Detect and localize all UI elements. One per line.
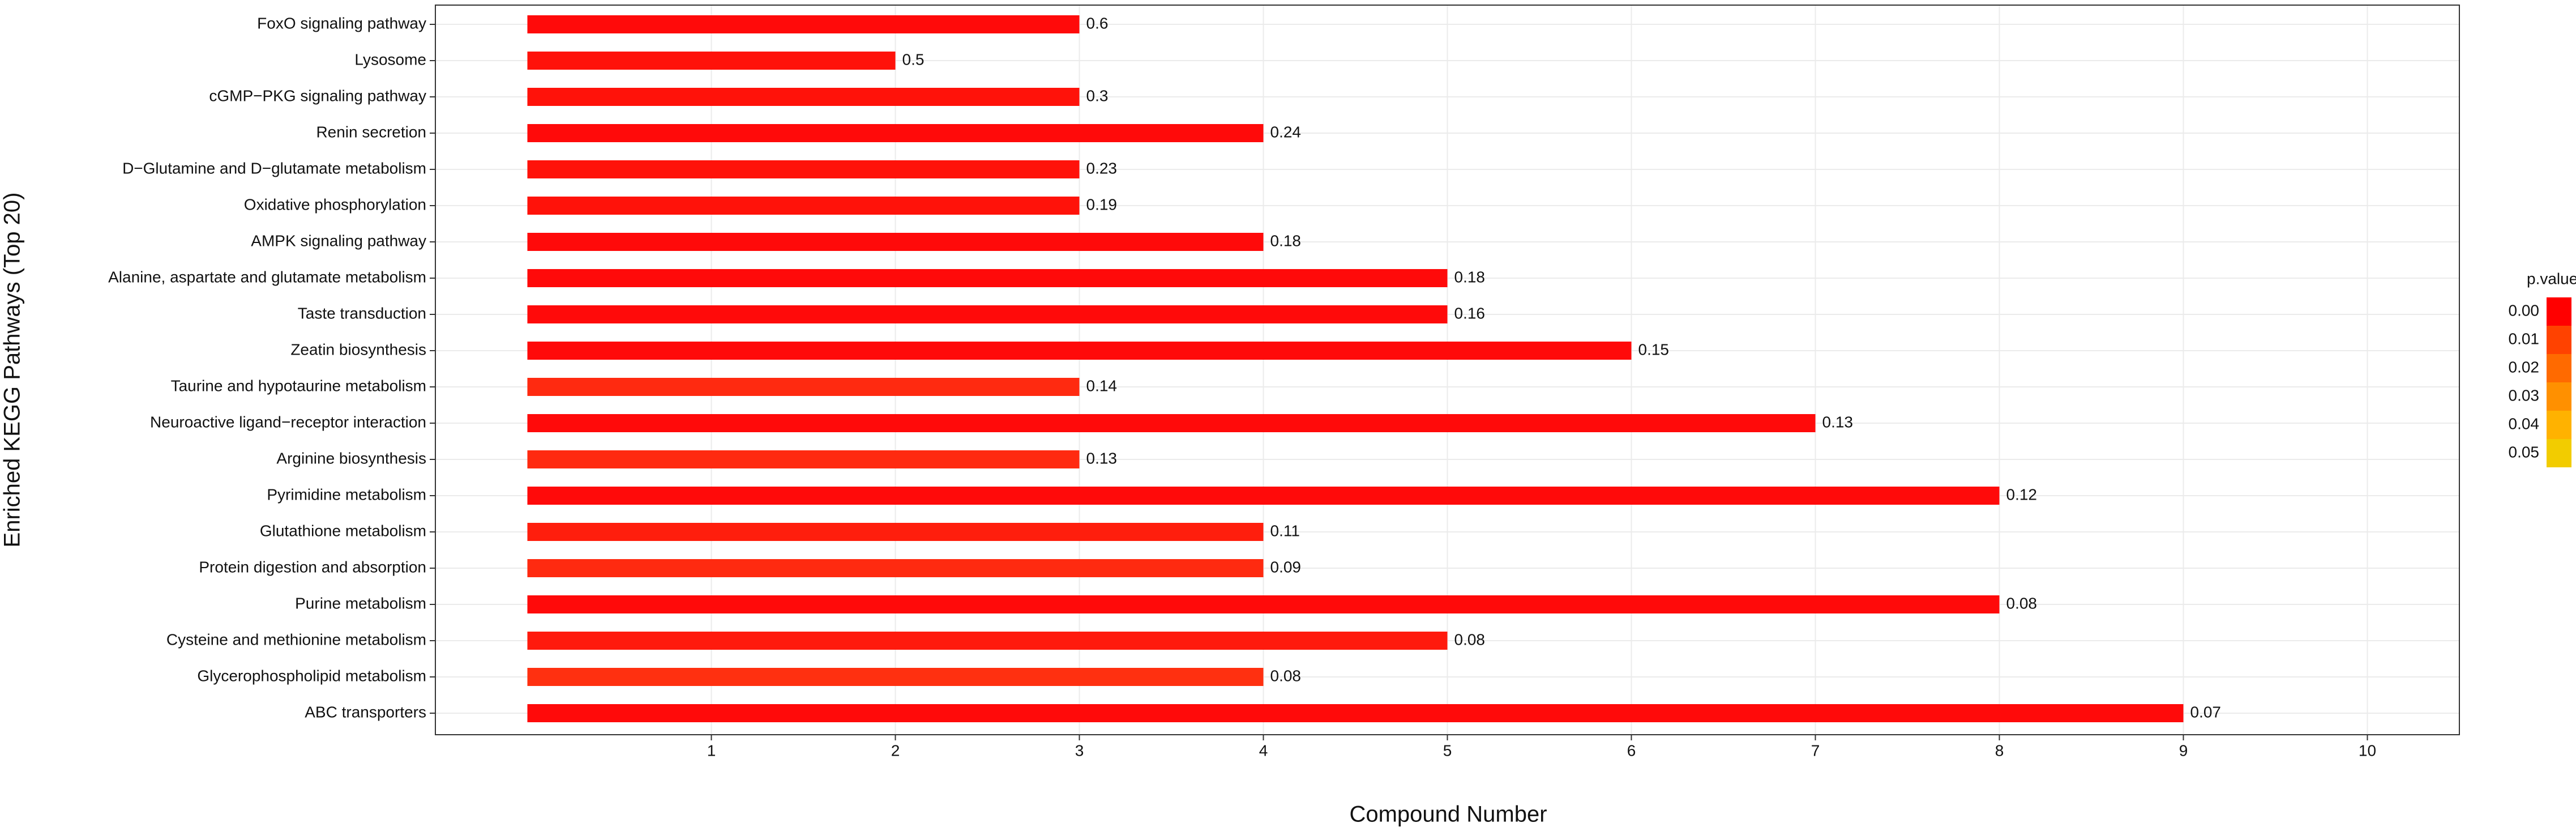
x-tick-label: 1 xyxy=(707,741,716,759)
bar-label: 0.07 xyxy=(2190,703,2222,721)
legend-label: 0.01 xyxy=(2509,330,2540,347)
bar xyxy=(527,559,1264,577)
x-tick-label: 5 xyxy=(1443,741,1452,759)
x-tick-label: 2 xyxy=(891,741,900,759)
bar xyxy=(527,414,1816,432)
bar-label: 0.18 xyxy=(1270,232,1302,249)
bar xyxy=(527,487,2000,505)
bar-label: 0.15 xyxy=(1638,340,1670,358)
bar-label: 0.13 xyxy=(1086,449,1118,467)
bar-label: 0.14 xyxy=(1086,377,1118,394)
y-tick-label: D−Glutamine and D−glutamate metabolism xyxy=(122,159,426,177)
x-tick-label: 7 xyxy=(1811,741,1820,759)
bar-label: 0.09 xyxy=(1270,558,1302,576)
y-tick-label: Purine metabolism xyxy=(295,594,426,612)
bar-label: 0.3 xyxy=(1086,87,1109,104)
y-tick-label: Glycerophospholipid metabolism xyxy=(197,667,426,684)
legend-label: 0.03 xyxy=(2509,386,2540,404)
bar xyxy=(527,88,1080,106)
legend-title: p.value xyxy=(2527,270,2576,287)
y-tick-label: Taste transduction xyxy=(298,304,426,322)
bar-label: 0.18 xyxy=(1454,268,1486,285)
x-tick-label: 4 xyxy=(1259,741,1268,759)
y-tick-label: Alanine, aspartate and glutamate metabol… xyxy=(108,268,426,285)
bar xyxy=(527,124,1264,142)
x-axis-title: Compound Number xyxy=(1349,802,1547,827)
x-tick-label: 3 xyxy=(1075,741,1084,759)
bar xyxy=(527,305,1448,323)
y-tick-label: Oxidative phosphorylation xyxy=(244,195,426,213)
bar xyxy=(527,233,1264,251)
plot-frame xyxy=(435,5,2460,735)
y-tick-label: Pyrimidine metabolism xyxy=(267,485,426,503)
bar xyxy=(527,632,1448,650)
bar xyxy=(527,704,2184,722)
bar-label: 0.6 xyxy=(1086,14,1109,32)
legend-label: 0.04 xyxy=(2509,415,2540,432)
bar-label: 0.13 xyxy=(1822,413,1854,431)
x-tick-label: 9 xyxy=(2179,741,2188,759)
y-tick-label: Arginine biosynthesis xyxy=(276,449,426,467)
bar-label: 0.23 xyxy=(1086,159,1118,177)
legend-swatch xyxy=(2547,326,2571,354)
bar-label: 0.08 xyxy=(1454,630,1486,648)
legend-swatch xyxy=(2547,354,2571,382)
legend-swatch xyxy=(2547,411,2571,439)
y-tick-label: Zeatin biosynthesis xyxy=(290,340,426,358)
legend-swatch xyxy=(2547,439,2571,467)
bar-label: 0.12 xyxy=(2006,485,2038,503)
bar-label: 0.11 xyxy=(1270,522,1300,539)
bar-label: 0.24 xyxy=(1270,123,1302,140)
legend-label: 0.00 xyxy=(2509,301,2540,319)
bar-label: 0.08 xyxy=(1270,667,1302,684)
bar-label: 0.16 xyxy=(1454,304,1486,322)
legend-swatch xyxy=(2547,297,2571,326)
x-tick-label: 6 xyxy=(1627,741,1636,759)
bar xyxy=(527,269,1448,287)
y-tick-label: Cysteine and methionine metabolism xyxy=(166,630,426,648)
legend-label: 0.05 xyxy=(2509,443,2540,461)
legend-swatch xyxy=(2547,382,2571,411)
bar xyxy=(527,668,1264,686)
bar xyxy=(527,52,896,70)
y-tick-label: Protein digestion and absorption xyxy=(199,558,426,576)
bar xyxy=(527,595,2000,613)
y-tick-label: Lysosome xyxy=(354,50,426,68)
legend-label: 0.02 xyxy=(2509,358,2540,376)
x-tick-label: 8 xyxy=(1995,741,2004,759)
y-tick-label: cGMP−PKG signaling pathway xyxy=(209,87,426,104)
y-tick-label: Taurine and hypotaurine metabolism xyxy=(171,377,426,394)
bar-label: 0.19 xyxy=(1086,195,1118,213)
bar xyxy=(527,160,1080,178)
bar-label: 0.5 xyxy=(902,50,925,68)
y-tick-label: Neuroactive ligand−receptor interaction xyxy=(150,413,426,431)
y-axis-title: Enriched KEGG Pathways (Top 20) xyxy=(0,193,25,548)
y-tick-label: ABC transporters xyxy=(305,703,426,721)
y-tick-label: Glutathione metabolism xyxy=(260,522,426,539)
bar xyxy=(527,342,1632,360)
y-tick-label: FoxO signaling pathway xyxy=(257,14,426,32)
y-tick-label: AMPK signaling pathway xyxy=(251,232,426,249)
y-tick-label: Renin secretion xyxy=(316,123,426,140)
bar-label: 0.08 xyxy=(2006,594,2038,612)
bar xyxy=(527,523,1264,541)
bar xyxy=(527,15,1080,33)
bar xyxy=(527,378,1080,396)
bar xyxy=(527,197,1080,215)
x-tick-label: 10 xyxy=(2359,741,2376,759)
bar xyxy=(527,450,1080,468)
